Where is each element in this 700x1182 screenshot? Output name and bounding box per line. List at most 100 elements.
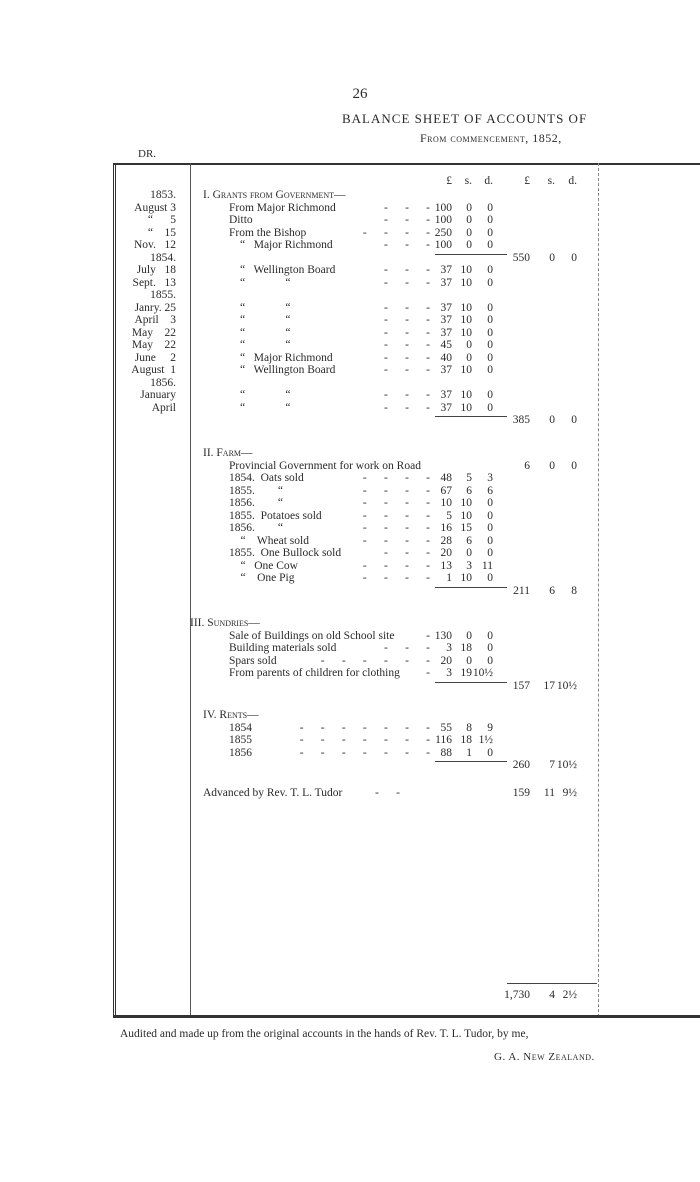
ledger-row: “ Wheat sold - - - - 28 6 0 [0, 535, 700, 548]
entry-description: Provincial Government for work on Road [229, 459, 421, 472]
total-pounds: 157 [512, 679, 530, 692]
entry-date: Janry. 25 [134, 301, 176, 314]
pounds: 45 [440, 339, 453, 351]
pounds: 116 [435, 734, 452, 746]
leader-dashes: - - - - [362, 509, 430, 522]
leader-dashes: - - - [384, 401, 430, 414]
pence: 0 [487, 364, 493, 376]
header-total-shillings: s. [547, 175, 555, 187]
pence: 0 [487, 497, 493, 509]
leader-dashes: - - - [384, 364, 430, 376]
leader-dashes: - - - - [362, 497, 430, 509]
leader-dashes: - - - [384, 314, 430, 326]
entry-date: April [151, 401, 176, 414]
pounds: 20 [440, 547, 453, 559]
pounds: 37 [440, 301, 453, 314]
pounds: 100 [434, 239, 452, 251]
leader-dashes: - - - [384, 214, 430, 226]
advanced-pence: 9½ [562, 787, 577, 799]
entry-date: May 22 [131, 339, 176, 351]
entry-date: 1856. [150, 376, 176, 389]
ledger-row: April “ “ - - - 37 10 0 [0, 402, 700, 415]
total-shillings: 0 [549, 251, 555, 264]
advanced-row: Advanced by Rev. T. L. Tudor - - 159 11 … [0, 787, 700, 800]
shillings: 10 [460, 364, 473, 376]
shillings: 19 [460, 667, 473, 679]
pence: 11 [481, 559, 493, 572]
entry-description: “ “ [240, 276, 291, 289]
entry-description: 1856. “ [229, 497, 283, 509]
leader-dashes: - - - [384, 351, 430, 364]
page-number: 26 [352, 86, 368, 102]
section-title: IV. Rents— [203, 709, 259, 721]
ledger-row: Provincial Government for work on Road 6 0… [0, 460, 700, 473]
header-total-pence: d. [568, 175, 577, 187]
pence: 0 [487, 509, 493, 522]
entry-date: Nov. 12 [133, 239, 176, 251]
subtotal-row: 211 6 8 [0, 585, 700, 598]
leader-dashes: - - - - - - - [299, 734, 430, 746]
page-title: BALANCE SHEET OF ACCOUNTS OF [342, 111, 588, 126]
ledger-row: July 18 “ Wellington Board - - - 37 10 0 [0, 264, 700, 277]
entry-description: “ “ [240, 326, 291, 339]
ledger-row: “ One Cow - - - - 13 3 11 [0, 560, 700, 573]
pounds: 37 [440, 276, 453, 289]
total-shillings: 0 [549, 414, 555, 426]
subtotal-row: 260 7 10½ [0, 759, 700, 772]
pounds: 37 [440, 389, 453, 401]
leader-dashes: - - - - [362, 484, 430, 497]
grand-total-pounds: 1,730 [504, 989, 530, 1001]
total-pounds: 550 [512, 251, 530, 264]
header-pence: d. [484, 175, 493, 187]
pounds: 100 [434, 214, 452, 226]
pence: 0 [487, 314, 493, 326]
pence: 0 [487, 629, 493, 642]
entry-date: 1854. [150, 251, 176, 264]
shillings: 0 [466, 214, 472, 226]
shillings: 18 [460, 642, 473, 654]
left-border [113, 163, 116, 1017]
leader-dashes: - - - - - - [320, 654, 430, 667]
shillings: 0 [466, 629, 472, 642]
ledger-row: “ 5 Ditto - - - 100 0 0 [0, 214, 700, 227]
leader-dashes: - - - [384, 547, 430, 559]
shillings: 10 [460, 264, 473, 276]
section-title: II. Farm— [203, 447, 253, 459]
leader-dashes: - - - - [362, 559, 430, 572]
shillings: 0 [466, 201, 472, 214]
entry-description: “ One Cow [229, 559, 299, 572]
leader-dashes: - - - [384, 239, 430, 251]
section-title: III. Sundries— [190, 617, 260, 629]
ledger-row: 1856. “ - - - - 16 15 0 [0, 522, 700, 535]
ledger-row: Spars sold - - - - - - 20 0 0 [0, 655, 700, 668]
grand-total-pence: 2½ [562, 989, 577, 1001]
ledger-row: Nov. 12 “ Major Richmond - - - 100 0 0 [0, 239, 700, 252]
entry-description: “ Wheat sold [229, 534, 309, 547]
pounds: 20 [440, 654, 453, 667]
pounds: 28 [440, 534, 453, 547]
shillings: 10 [460, 389, 473, 401]
ledger-row: Sale of Buildings on old School site -130… [0, 630, 700, 643]
entry-description: “ “ [240, 314, 291, 326]
pounds: 3 [446, 642, 452, 654]
pounds: 1 [446, 572, 452, 584]
entry-description: Sale of Buildings on old School site [229, 629, 395, 642]
leader-dashes: - - - - [362, 534, 430, 547]
top-rule [113, 163, 700, 165]
leader-dashes: - - - - - - - [299, 721, 430, 734]
entry-date: Sept. 13 [132, 276, 176, 289]
shillings: 6 [466, 534, 472, 547]
header-shillings: s. [464, 175, 472, 187]
total-pence: 0 [571, 414, 577, 426]
entry-description: 1855 [229, 734, 252, 746]
leader-dashes: - - - - [362, 226, 430, 239]
page-subtitle: From commencement, 1852, [420, 131, 562, 145]
total-pounds: 6 [524, 459, 530, 472]
pounds: 37 [440, 264, 453, 276]
entry-description: “ One Pig [229, 572, 295, 584]
pounds: 16 [440, 522, 453, 534]
total-shillings: 7 [549, 759, 555, 771]
leader-dashes: - - [375, 787, 400, 799]
entry-description: 1856. “ [229, 522, 283, 534]
subtotal-row: 1854. 550 0 0 [0, 252, 700, 265]
